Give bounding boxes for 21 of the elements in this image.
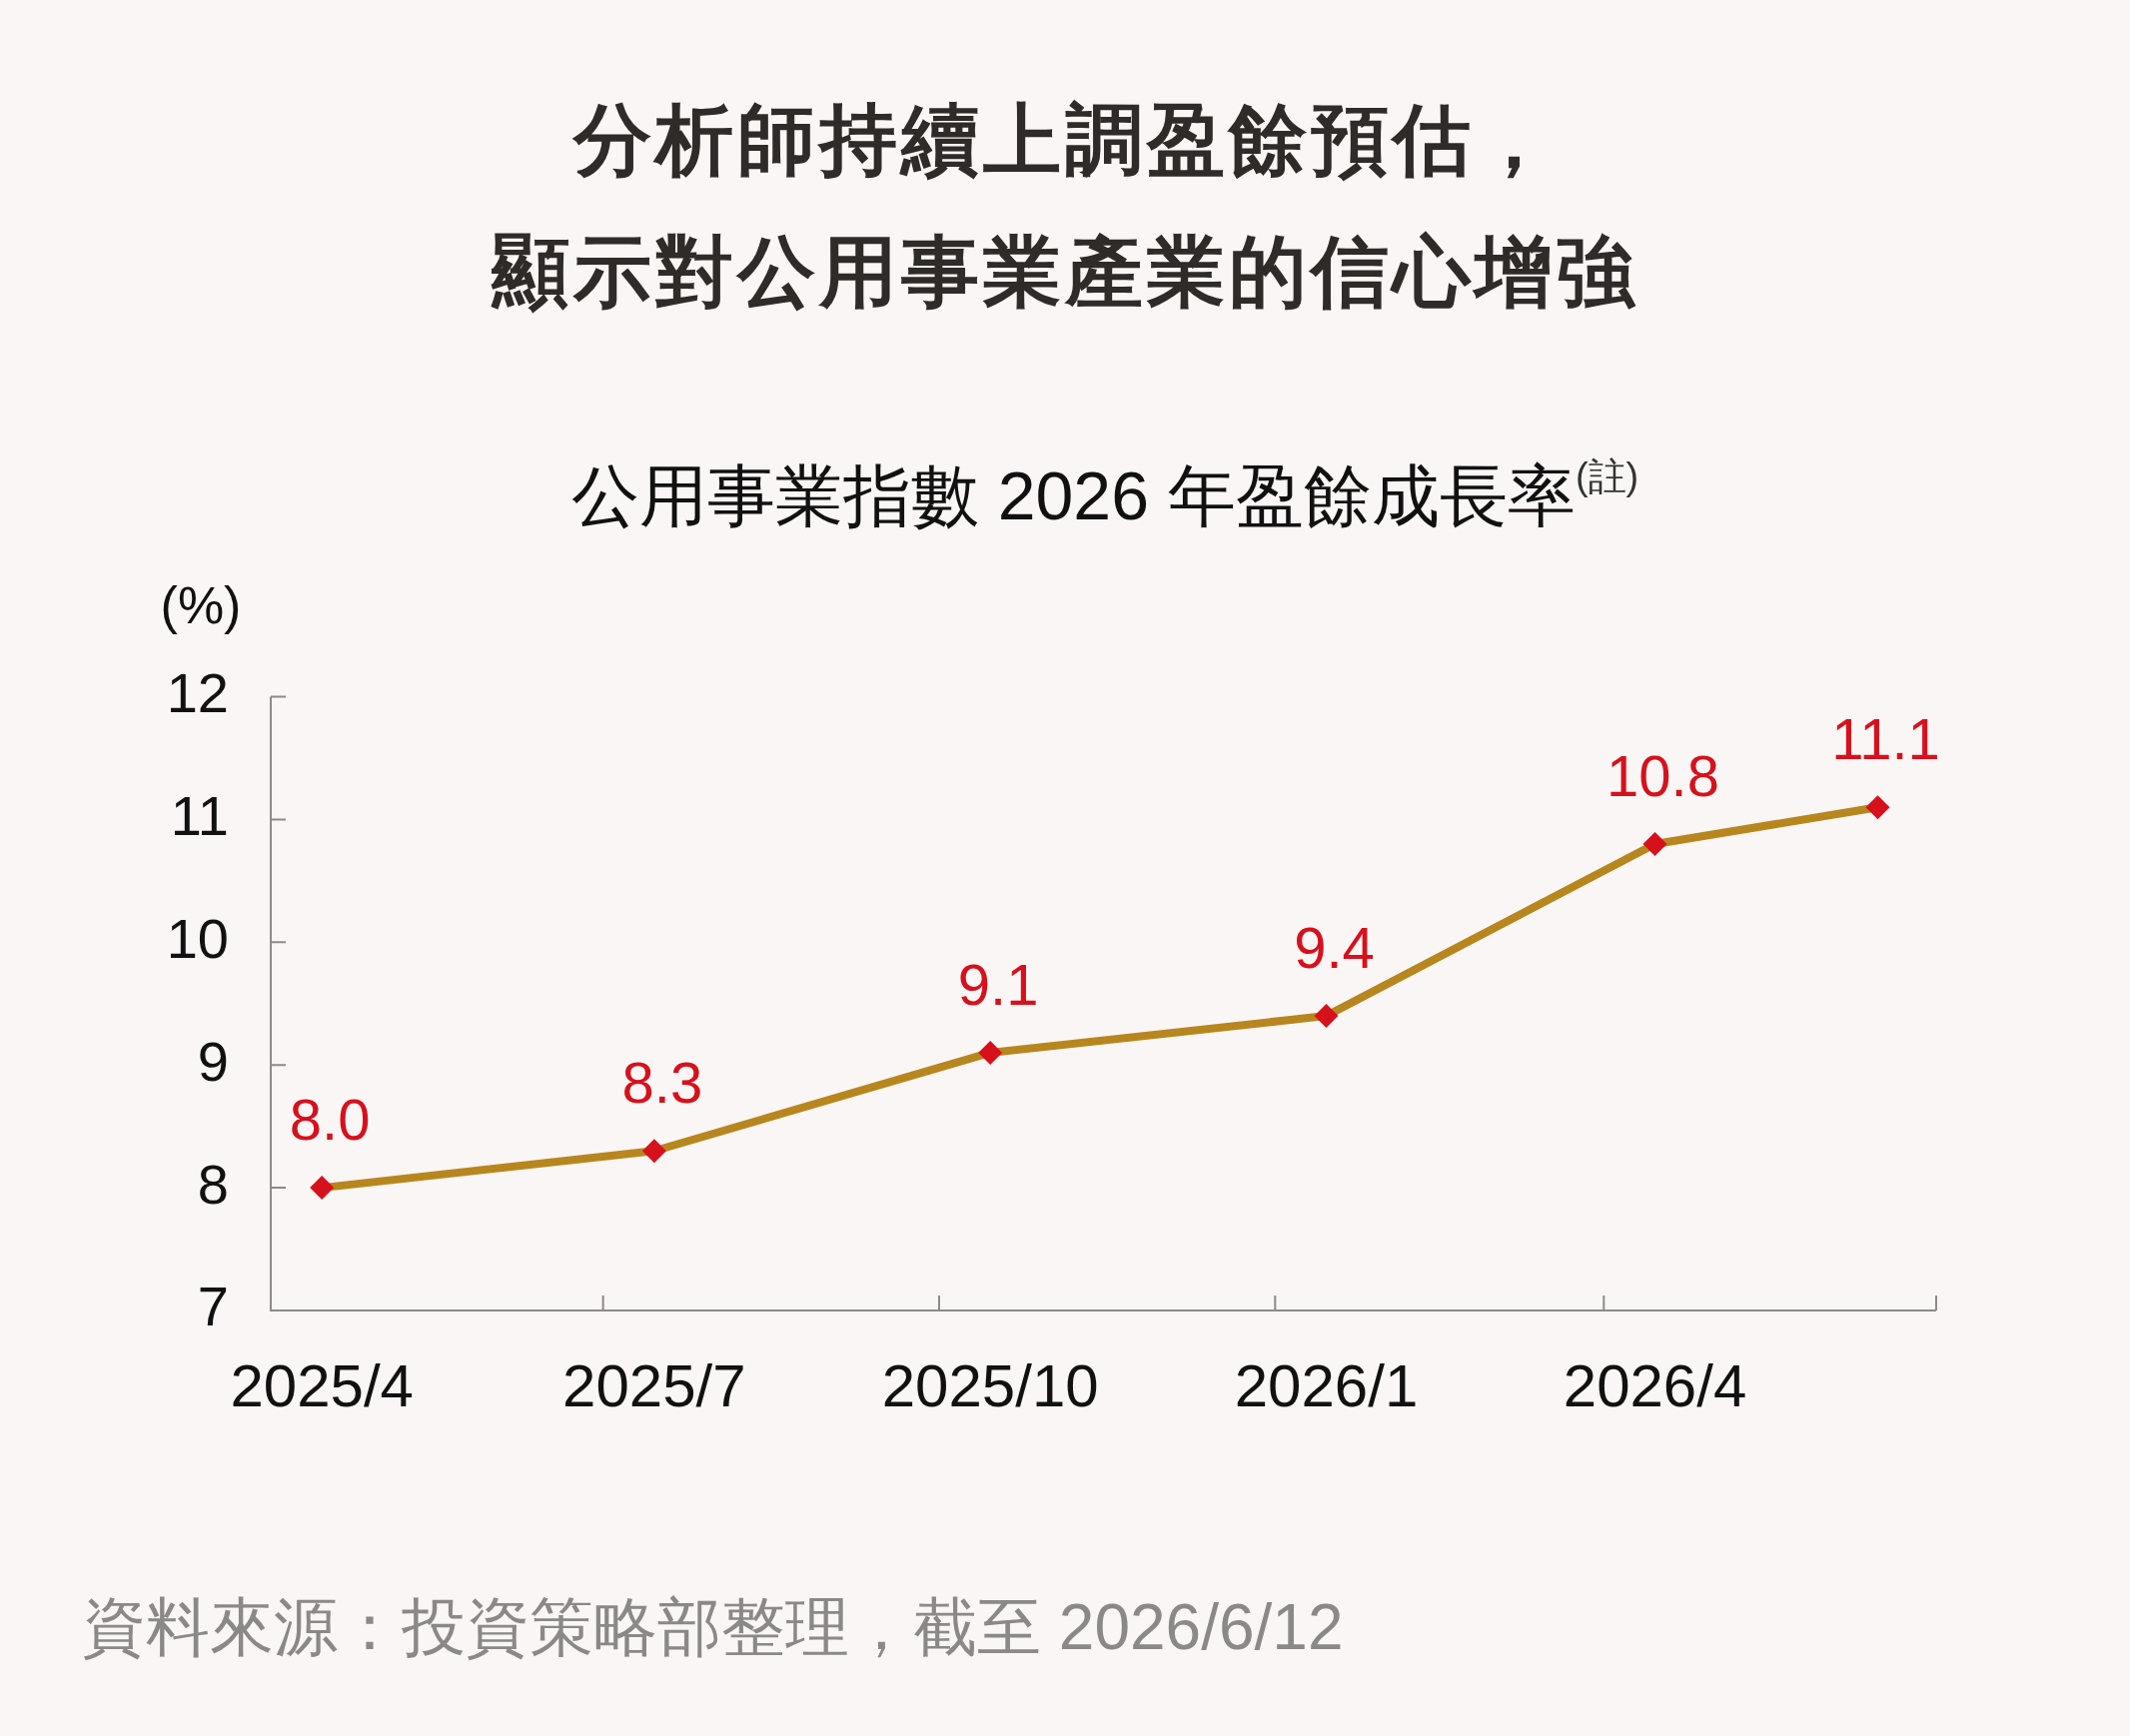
x-tick-label: 2026/4 — [1563, 1351, 1747, 1419]
data-label: 10.8 — [1606, 743, 1719, 809]
y-tick-label: 10 — [166, 906, 229, 970]
y-axis-title: (%) — [159, 575, 243, 636]
data-label: 9.1 — [957, 951, 1039, 1017]
data-label: 8.3 — [621, 1050, 703, 1116]
data-label: 8.0 — [289, 1087, 371, 1153]
x-tick-label: 2025/7 — [562, 1351, 746, 1419]
source-note: 資料來源：投資策略部整理，截至 2026/6/12 — [82, 1590, 1344, 1665]
chart-subtitle: 公用事業指數 2026 年盈餘成長率$^{(註)}$ — [569, 455, 1640, 535]
y-tick-label: 8 — [197, 1152, 229, 1216]
chart-title: 分析師持續上調盈餘預估，顯示對公用事業產業的信心增強 — [492, 95, 1638, 318]
y-tick-label: 9 — [197, 1029, 229, 1093]
x-tick-label: 2026/1 — [1234, 1351, 1419, 1419]
y-tick-label: 12 — [166, 661, 229, 725]
data-label: 9.4 — [1294, 915, 1375, 981]
x-tick-label: 2025/10 — [881, 1351, 1099, 1419]
data-label: 11.1 — [1831, 706, 1940, 772]
x-tick-label: 2025/4 — [230, 1351, 414, 1419]
y-tick-label: 11 — [170, 783, 229, 847]
y-tick-label: 7 — [197, 1275, 229, 1338]
